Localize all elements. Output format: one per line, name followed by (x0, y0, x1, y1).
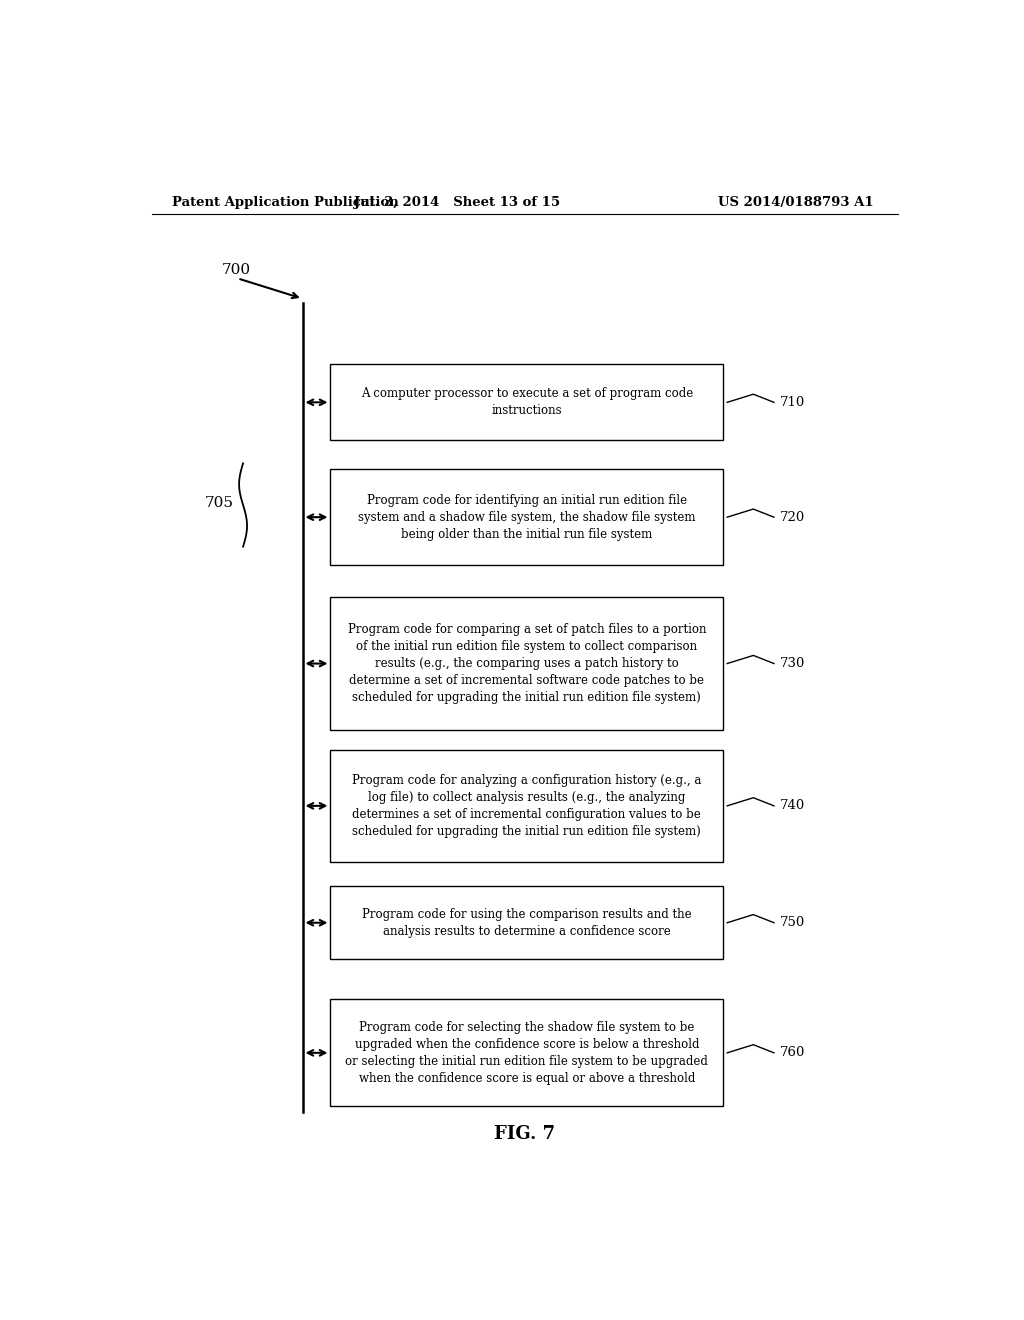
Text: 730: 730 (780, 657, 806, 671)
Text: FIG. 7: FIG. 7 (495, 1125, 555, 1143)
Text: 740: 740 (780, 800, 806, 812)
Text: 720: 720 (780, 511, 806, 524)
Text: Program code for analyzing a configuration history (e.g., a
log file) to collect: Program code for analyzing a configurati… (352, 774, 701, 838)
Text: 710: 710 (780, 396, 806, 409)
FancyBboxPatch shape (331, 598, 723, 730)
FancyBboxPatch shape (331, 364, 723, 441)
Text: Patent Application Publication: Patent Application Publication (172, 195, 398, 209)
Text: Program code for identifying an initial run edition file
system and a shadow fil: Program code for identifying an initial … (358, 494, 695, 541)
Text: Program code for using the comparison results and the
analysis results to determ: Program code for using the comparison re… (361, 908, 691, 937)
Text: Program code for comparing a set of patch files to a portion
of the initial run : Program code for comparing a set of patc… (347, 623, 706, 704)
Text: 705: 705 (205, 496, 233, 510)
Text: 760: 760 (780, 1047, 806, 1060)
Text: US 2014/0188793 A1: US 2014/0188793 A1 (719, 195, 873, 209)
FancyBboxPatch shape (331, 750, 723, 862)
FancyBboxPatch shape (331, 469, 723, 565)
Text: Program code for selecting the shadow file system to be
upgraded when the confid: Program code for selecting the shadow fi… (345, 1020, 709, 1085)
Text: 700: 700 (221, 263, 251, 277)
Text: Jul. 3, 2014   Sheet 13 of 15: Jul. 3, 2014 Sheet 13 of 15 (354, 195, 560, 209)
Text: 750: 750 (780, 916, 806, 929)
FancyBboxPatch shape (331, 999, 723, 1106)
Text: A computer processor to execute a set of program code
instructions: A computer processor to execute a set of… (360, 387, 693, 417)
FancyBboxPatch shape (331, 886, 723, 960)
